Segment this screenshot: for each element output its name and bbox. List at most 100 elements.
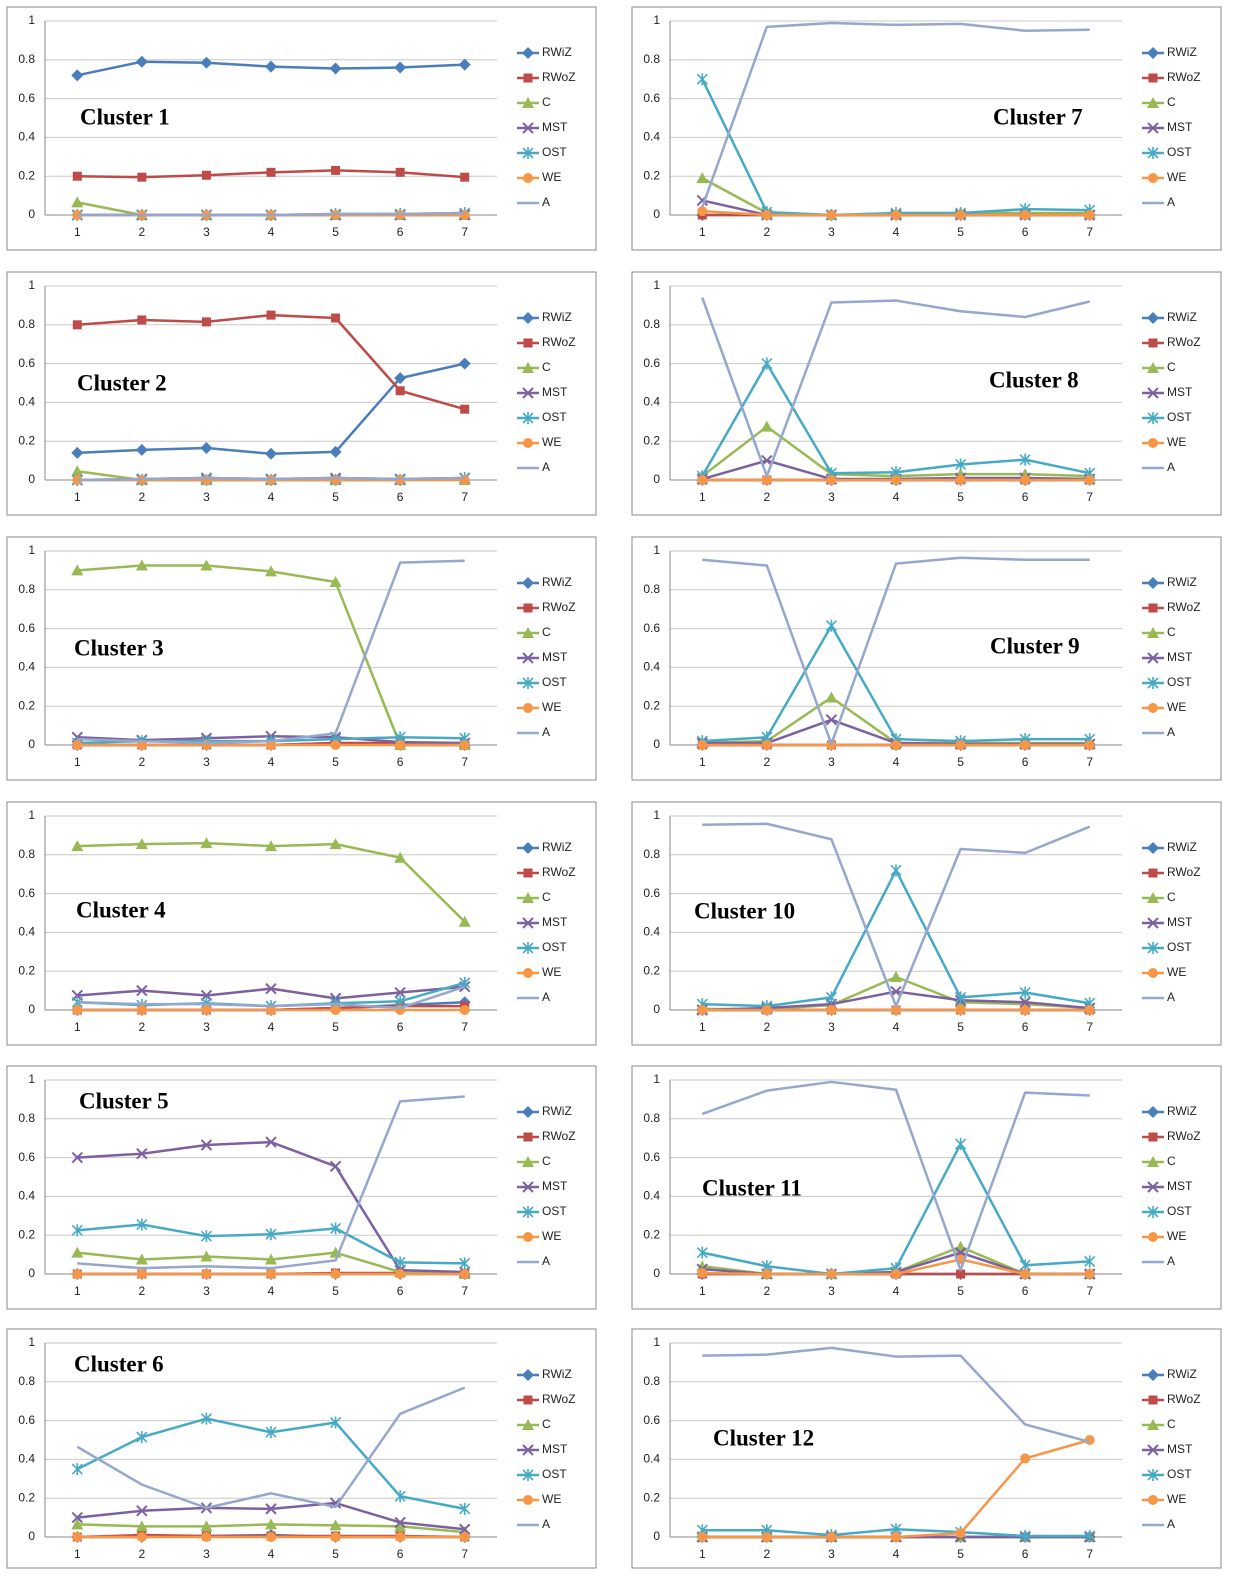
legend-label: OST <box>1167 1204 1192 1218</box>
y-tick-label: 0 <box>28 1266 35 1280</box>
x-tick-label: 1 <box>74 755 81 769</box>
point <box>136 1005 147 1015</box>
point <box>71 1518 84 1530</box>
x-tick-label: 7 <box>461 1284 468 1298</box>
x-tick-label: 3 <box>828 1020 835 1034</box>
legend-label: OST <box>1167 675 1192 689</box>
point <box>1084 210 1095 220</box>
point <box>72 1269 83 1279</box>
y-tick-label: 1 <box>28 278 35 292</box>
point <box>266 1005 276 1015</box>
point <box>826 1005 837 1015</box>
point <box>522 1469 534 1481</box>
point <box>459 1532 470 1542</box>
point <box>71 840 84 852</box>
legend-label: A <box>1167 460 1175 474</box>
panel-border <box>6 6 597 251</box>
legend-label: C <box>542 360 551 374</box>
legend-label: C <box>542 890 551 904</box>
chart-panel: 0 0.2 0.4 0.6 0.8 1 1 2 3 4 5 6 7 RWiZ RWoZ C MST OST WE A C… <box>6 271 597 516</box>
point <box>459 1005 470 1015</box>
point <box>1084 475 1095 485</box>
point <box>265 1426 277 1439</box>
x-tick-label: 1 <box>699 1547 706 1561</box>
legend-label: MST <box>1167 385 1193 399</box>
series-line <box>701 1080 1090 1272</box>
legend-label: WE <box>1167 700 1186 714</box>
y-tick-label: 0.4 <box>643 1452 660 1466</box>
y-tick-label: 1 <box>653 278 660 292</box>
point <box>265 1228 277 1241</box>
legend-label: OST <box>542 940 567 954</box>
point <box>201 317 211 327</box>
y-tick-label: 0 <box>28 1002 35 1016</box>
x-tick-label: 5 <box>332 1547 339 1561</box>
legend-label: RWoZ <box>1167 1392 1201 1406</box>
point <box>697 206 708 217</box>
y-tick-label: 0.6 <box>18 356 35 370</box>
point <box>696 73 708 86</box>
x-tick-label: 1 <box>699 755 706 769</box>
y-tick-label: 0.8 <box>18 1111 35 1125</box>
point <box>265 840 277 852</box>
x-tick-label: 6 <box>1022 225 1029 239</box>
point <box>523 1395 533 1405</box>
point <box>761 1005 772 1015</box>
legend-label: RWiZ <box>542 45 572 59</box>
point <box>395 1269 406 1279</box>
chart-title: Cluster 7 <box>993 104 1083 129</box>
legend-label: OST <box>542 675 567 689</box>
legend-label: MST <box>542 385 568 399</box>
point <box>395 386 405 396</box>
point <box>1084 1530 1096 1543</box>
chart-panel: 0 0.2 0.4 0.6 0.8 1 1 2 3 4 5 6 7 RWiZ RWoZ C MST OST WE A C… <box>631 801 1222 1046</box>
legend-label: C <box>542 625 551 639</box>
point <box>522 677 534 689</box>
y-tick-label: 0.8 <box>643 582 660 596</box>
point <box>1084 1255 1096 1268</box>
point <box>523 1495 533 1505</box>
x-tick-label: 4 <box>893 1547 900 1561</box>
x-tick-label: 5 <box>332 225 339 239</box>
legend-label: RWiZ <box>1167 45 1197 59</box>
point <box>1147 47 1159 59</box>
x-tick-label: 5 <box>957 755 964 769</box>
x-tick-label: 1 <box>74 1020 81 1034</box>
panel-border <box>6 1065 597 1310</box>
legend-label: WE <box>1167 1492 1186 1506</box>
series-line <box>77 211 465 217</box>
x-tick-label: 3 <box>828 490 835 504</box>
x-tick-label: 7 <box>461 755 468 769</box>
x-tick-label: 3 <box>203 1020 210 1034</box>
point <box>522 892 534 903</box>
x-tick-label: 6 <box>397 1020 404 1034</box>
legend-label: C <box>1167 1154 1176 1168</box>
y-tick-label: 0.8 <box>18 582 35 596</box>
x-tick-label: 2 <box>139 1284 146 1298</box>
chart-panel: 0 0.2 0.4 0.6 0.8 1 1 2 3 4 5 6 7 RWiZ RWoZ C MST OST WE A C… <box>631 6 1222 251</box>
x-tick-label: 6 <box>397 1284 404 1298</box>
point <box>137 315 147 325</box>
point <box>761 740 772 750</box>
legend-label: WE <box>542 700 561 714</box>
point <box>265 1136 277 1148</box>
legend-label: RWiZ <box>542 1104 572 1118</box>
point <box>200 441 213 454</box>
point <box>330 1416 342 1429</box>
chart-title: Cluster 3 <box>74 635 164 660</box>
y-tick-label: 0.8 <box>643 1111 660 1125</box>
y-tick-label: 0.2 <box>643 963 660 977</box>
y-tick-label: 0.8 <box>18 847 35 861</box>
point <box>330 1222 342 1235</box>
point <box>266 1532 276 1542</box>
x-tick-label: 4 <box>893 225 900 239</box>
legend-label: A <box>1167 1254 1175 1268</box>
point <box>522 1156 534 1167</box>
y-tick-label: 0.6 <box>18 621 35 635</box>
x-tick-label: 2 <box>764 755 771 769</box>
point <box>697 1532 708 1542</box>
x-tick-label: 6 <box>397 1547 404 1561</box>
legend-label: OST <box>1167 1467 1192 1481</box>
point <box>1147 842 1159 854</box>
point <box>522 122 534 134</box>
